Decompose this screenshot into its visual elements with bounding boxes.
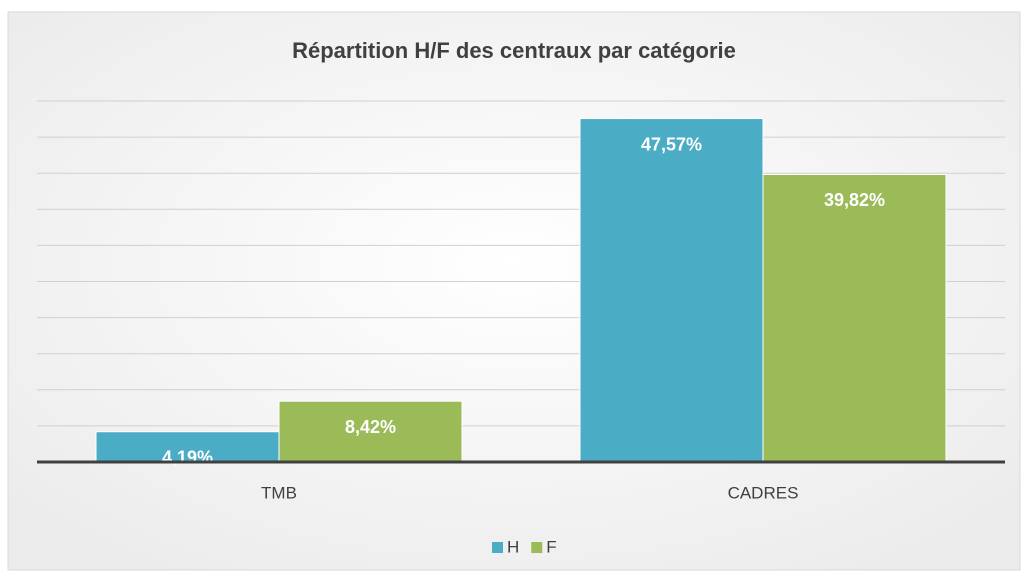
data-label: 39,82% [824,190,885,210]
legend-label: H [507,537,519,556]
chart-title: Répartition H/F des centraux par catégor… [292,38,736,63]
bar [95,431,280,463]
legend-swatch [492,542,503,553]
bar [762,173,947,463]
data-label: 47,57% [641,134,702,154]
legend-label: F [546,537,556,556]
bar [579,118,764,463]
data-label: 8,42% [345,417,396,437]
bar [278,400,463,463]
legend-swatch [531,542,543,553]
x-tick-label: TMB [261,483,297,502]
x-tick-label: CADRES [728,483,799,502]
data-label: 4,19% [162,447,213,467]
